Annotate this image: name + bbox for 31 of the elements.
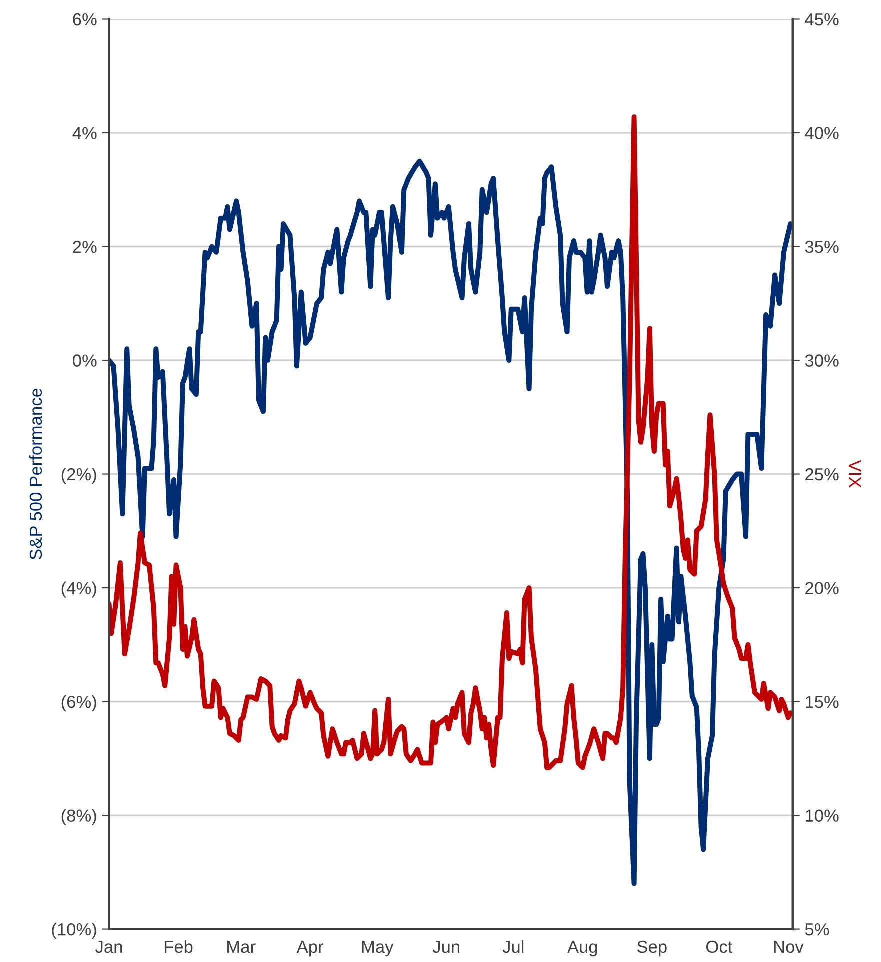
y2-tick-label: 25% bbox=[806, 468, 839, 481]
x-tick-label: May bbox=[362, 941, 394, 957]
x-tick-label: Mar bbox=[228, 941, 256, 954]
y2-axis-title: VIX bbox=[849, 460, 862, 488]
y-tick-label: (6%) bbox=[62, 695, 96, 712]
y2-tick-label: 45% bbox=[805, 13, 839, 26]
y-tick-label: 6% bbox=[73, 13, 97, 26]
y2-tick-label: 30% bbox=[805, 354, 839, 367]
y-tick-label: (8%) bbox=[62, 809, 96, 826]
x-tick-label: Feb bbox=[164, 940, 193, 954]
y-tick-label: 2% bbox=[73, 240, 97, 254]
x-tick-label: Jul bbox=[502, 940, 524, 954]
x-tick-label: Oct bbox=[706, 940, 733, 954]
y-tick-label: (10%) bbox=[52, 923, 96, 940]
x-tick-label: Jan bbox=[96, 941, 122, 954]
y-tick-label: (4%) bbox=[62, 582, 96, 598]
y2-tick-label: 5% bbox=[805, 924, 830, 936]
y-tick-label: (2%) bbox=[62, 468, 96, 484]
x-tick-label: Aug bbox=[567, 941, 598, 957]
x-tick-label: Jun bbox=[432, 941, 460, 954]
y2-tick-label: 15% bbox=[806, 696, 839, 708]
y2-tick-label: 20% bbox=[806, 582, 839, 594]
x-tick-label: Apr bbox=[296, 941, 324, 957]
y-tick-label: 4% bbox=[72, 127, 97, 140]
x-tick-label: Sep bbox=[637, 940, 667, 957]
y2-tick-label: 40% bbox=[805, 127, 839, 140]
y-tick-label: 0% bbox=[73, 354, 97, 367]
y2-tick-label: 10% bbox=[806, 810, 839, 822]
y-axis-title: S&P 500 Performance bbox=[29, 388, 42, 560]
y2-tick-label: 35% bbox=[805, 240, 839, 254]
x-tick-label: Nov bbox=[774, 941, 804, 954]
